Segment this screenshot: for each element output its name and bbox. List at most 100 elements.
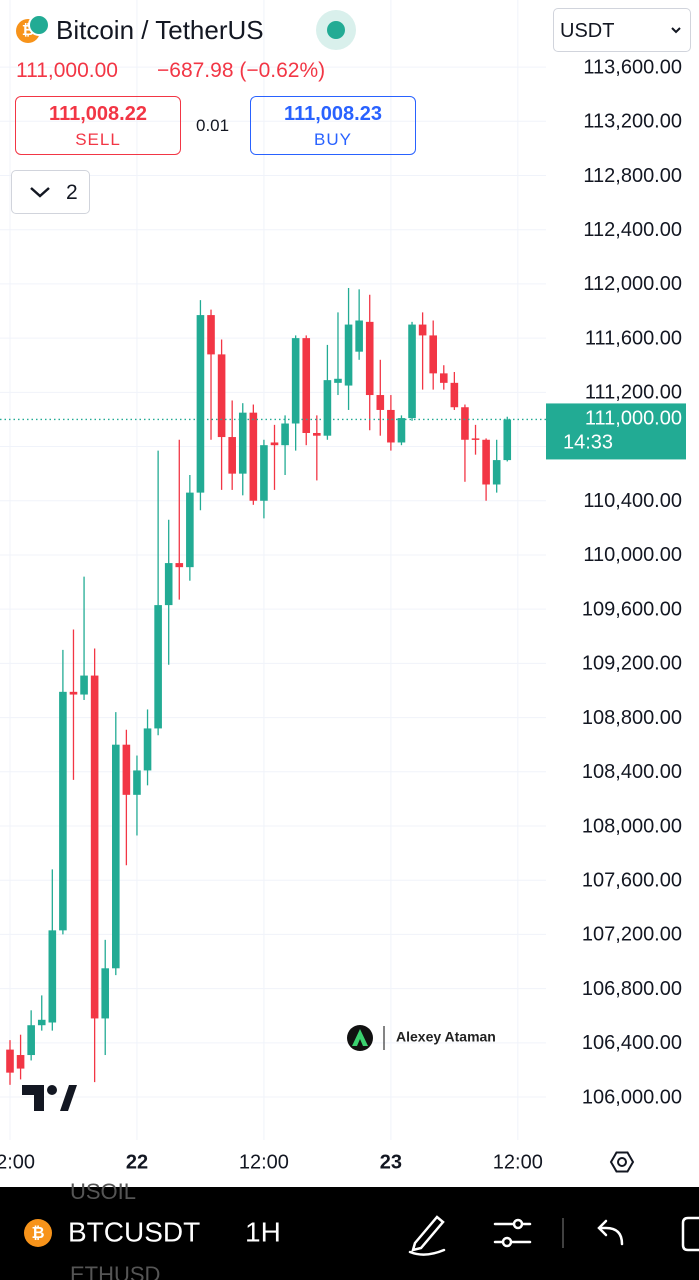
indicators-toggle[interactable]: 2: [11, 170, 90, 214]
buy-button[interactable]: 111,008.23 BUY: [250, 96, 416, 155]
title: Bitcoin / TetherUS: [56, 15, 264, 45]
x-tick-label: 12:00: [239, 1151, 289, 1173]
candle-body: [461, 407, 469, 440]
y-tick-label: 112,000.00: [583, 273, 682, 295]
y-tick-label: 108,400.00: [582, 761, 682, 783]
candle-body: [450, 382, 459, 408]
spread: 0.01: [196, 116, 230, 135]
y-tick-label: 110,000.00: [583, 544, 682, 566]
candle-body: [228, 437, 236, 474]
candle-body: [101, 968, 110, 1019]
y-tick-label: 108,800.00: [582, 707, 682, 729]
currency-select[interactable]: USDT: [553, 8, 691, 52]
tv-logo: [22, 1085, 77, 1111]
candle-body: [492, 460, 501, 485]
y-tick-label: 110,400.00: [583, 490, 682, 512]
indicators-icon[interactable]: [493, 1218, 532, 1248]
sell-button[interactable]: 111,008.22 SELL: [15, 96, 181, 155]
candle-body: [37, 1019, 46, 1026]
sell-label: SELL: [75, 130, 121, 149]
candle-body: [217, 354, 226, 438]
candle-body: [260, 445, 268, 501]
y-tick-label: 113,200.00: [583, 111, 682, 133]
y-tick-label: 106,000.00: [582, 1086, 682, 1108]
watermark: Alexey Ataman: [347, 1025, 496, 1051]
bottom-bar: [0, 1187, 699, 1280]
y-tick-label: 112,800.00: [583, 165, 682, 187]
change: −687.98 (−0.62%): [157, 59, 326, 82]
y-tick-label: 108,000.00: [582, 815, 682, 837]
y-tick-label: 113,600.00: [583, 56, 682, 78]
y-tick-label: 106,800.00: [582, 978, 682, 1000]
candle-body: [143, 728, 152, 771]
currency: USDT: [560, 20, 615, 42]
candle-body: [249, 412, 258, 501]
candle-body: [16, 1055, 25, 1069]
candle-body: [408, 324, 416, 419]
candle-body: [270, 442, 279, 446]
candle-body: [313, 432, 321, 436]
candle-body: [344, 324, 353, 386]
candle-body: [418, 324, 427, 336]
buy-price: 111,008.23: [284, 103, 382, 125]
candle-body: [207, 315, 215, 355]
candle-body: [387, 409, 395, 443]
candle-body: [6, 1049, 14, 1073]
last-price-label: 111,000.00: [585, 408, 682, 430]
candle-body: [27, 1025, 35, 1056]
candle-body: [133, 770, 141, 795]
candle-body: [503, 419, 512, 461]
coin-badge: [28, 14, 50, 36]
draw-icon[interactable]: [408, 1215, 446, 1256]
y-tick-label: 109,600.00: [582, 598, 682, 620]
y-tick-label: 107,600.00: [582, 869, 682, 891]
symbol[interactable]: BTCUSDT: [68, 1216, 200, 1247]
candle-body: [48, 930, 57, 1023]
candle-body: [175, 563, 184, 568]
x-tick-label: 22: [126, 1151, 148, 1173]
candle-body: [482, 439, 490, 485]
candle-body: [471, 438, 480, 440]
next-symbol: ETHUSD: [70, 1262, 160, 1280]
interval[interactable]: 1H: [245, 1216, 281, 1247]
candle-body: [196, 315, 205, 493]
candles: [0, 287, 546, 1085]
currency-chevron: [671, 27, 681, 34]
y-tick-label: 106,400.00: [582, 1032, 682, 1054]
undo-icon[interactable]: [597, 1219, 624, 1246]
price: 111,000.00: [16, 59, 118, 82]
candle-body: [69, 691, 78, 695]
y-tick-label: 111,600.00: [585, 327, 682, 349]
fullscreen-icon[interactable]: [681, 1216, 699, 1252]
candle-body: [112, 744, 120, 969]
candle-body: [323, 380, 332, 436]
y-tick-label: 112,400.00: [583, 219, 682, 241]
candle-body: [154, 605, 162, 729]
candle-body: [238, 412, 247, 474]
sell-price: 111,008.22: [49, 103, 147, 125]
last-price-box: [546, 403, 686, 460]
y-tick-label: 109,200.00: [582, 653, 682, 675]
symbol-icon-glyph: ₿: [31, 1224, 44, 1242]
x-tick-label: 23: [380, 1151, 402, 1173]
price-axis-bg: [546, 0, 699, 1187]
candle-body: [439, 373, 448, 383]
settings-icon[interactable]: [609, 1151, 635, 1173]
prev-symbol: USOIL: [70, 1179, 136, 1204]
countdown: 14:33: [563, 432, 613, 454]
candle-body: [355, 320, 363, 352]
candle-body: [281, 423, 289, 446]
symbol-icon: [24, 1219, 52, 1247]
candle-body: [90, 675, 99, 1019]
status-dot[interactable]: [327, 21, 345, 39]
candle-body: [365, 321, 374, 396]
candle-body: [397, 418, 406, 443]
candle-body: [80, 675, 88, 695]
candle-body: [334, 378, 342, 383]
x-tick-label: 12:00: [493, 1151, 543, 1173]
candle-body: [122, 744, 131, 795]
candle-body: [59, 691, 67, 931]
y-tick-label: 107,200.00: [582, 924, 682, 946]
axes: 106,000.00 106,400.00 106,800.00 107,200.00…: [0, 0, 699, 1187]
